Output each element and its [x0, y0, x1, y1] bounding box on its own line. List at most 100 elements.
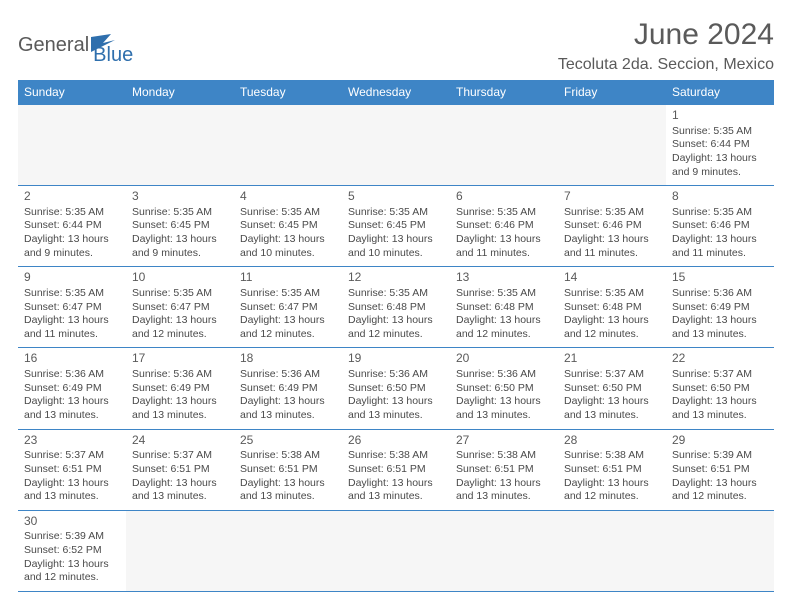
- day-number: 2: [24, 189, 120, 205]
- daylight-line: Daylight: 13 hours and 13 minutes.: [672, 395, 768, 422]
- sunset-line: Sunset: 6:51 PM: [672, 463, 768, 477]
- calendar-day-cell: 2Sunrise: 5:35 AMSunset: 6:44 PMDaylight…: [18, 186, 126, 267]
- sunset-line: Sunset: 6:49 PM: [240, 382, 336, 396]
- day-number: 8: [672, 189, 768, 205]
- calendar-day-cell: [558, 510, 666, 591]
- day-number: 3: [132, 189, 228, 205]
- calendar-day-cell: 1Sunrise: 5:35 AMSunset: 6:44 PMDaylight…: [666, 105, 774, 186]
- sunset-line: Sunset: 6:50 PM: [564, 382, 660, 396]
- sunset-line: Sunset: 6:51 PM: [564, 463, 660, 477]
- calendar-day-cell: 6Sunrise: 5:35 AMSunset: 6:46 PMDaylight…: [450, 186, 558, 267]
- sunset-line: Sunset: 6:48 PM: [456, 301, 552, 315]
- day-number: 28: [564, 433, 660, 449]
- sunset-line: Sunset: 6:44 PM: [672, 138, 768, 152]
- daylight-line: Daylight: 13 hours and 13 minutes.: [24, 477, 120, 504]
- sunset-line: Sunset: 6:47 PM: [240, 301, 336, 315]
- calendar-day-cell: 12Sunrise: 5:35 AMSunset: 6:48 PMDayligh…: [342, 267, 450, 348]
- day-header-row: SundayMondayTuesdayWednesdayThursdayFrid…: [18, 80, 774, 105]
- day-number: 21: [564, 351, 660, 367]
- day-number: 27: [456, 433, 552, 449]
- calendar-day-cell: 26Sunrise: 5:38 AMSunset: 6:51 PMDayligh…: [342, 429, 450, 510]
- calendar-day-cell: [126, 510, 234, 591]
- daylight-line: Daylight: 13 hours and 13 minutes.: [24, 395, 120, 422]
- calendar-day-cell: [342, 510, 450, 591]
- sunrise-line: Sunrise: 5:38 AM: [240, 449, 336, 463]
- calendar-day-cell: [558, 105, 666, 186]
- daylight-line: Daylight: 13 hours and 12 minutes.: [456, 314, 552, 341]
- calendar-week-row: 30Sunrise: 5:39 AMSunset: 6:52 PMDayligh…: [18, 510, 774, 591]
- day-number: 12: [348, 270, 444, 286]
- day-header: Saturday: [666, 80, 774, 105]
- daylight-line: Daylight: 13 hours and 9 minutes.: [672, 152, 768, 179]
- day-number: 4: [240, 189, 336, 205]
- sunrise-line: Sunrise: 5:35 AM: [24, 206, 120, 220]
- day-number: 7: [564, 189, 660, 205]
- day-number: 6: [456, 189, 552, 205]
- sunrise-line: Sunrise: 5:38 AM: [456, 449, 552, 463]
- brand-general: General: [18, 34, 89, 57]
- sunset-line: Sunset: 6:45 PM: [348, 219, 444, 233]
- daylight-line: Daylight: 13 hours and 13 minutes.: [240, 395, 336, 422]
- calendar-day-cell: 4Sunrise: 5:35 AMSunset: 6:45 PMDaylight…: [234, 186, 342, 267]
- sunset-line: Sunset: 6:44 PM: [24, 219, 120, 233]
- calendar-day-cell: 8Sunrise: 5:35 AMSunset: 6:46 PMDaylight…: [666, 186, 774, 267]
- day-header: Sunday: [18, 80, 126, 105]
- sunset-line: Sunset: 6:51 PM: [456, 463, 552, 477]
- daylight-line: Daylight: 13 hours and 12 minutes.: [240, 314, 336, 341]
- sunrise-line: Sunrise: 5:37 AM: [132, 449, 228, 463]
- day-number: 13: [456, 270, 552, 286]
- sunrise-line: Sunrise: 5:36 AM: [132, 368, 228, 382]
- sunrise-line: Sunrise: 5:39 AM: [672, 449, 768, 463]
- daylight-line: Daylight: 13 hours and 13 minutes.: [132, 395, 228, 422]
- day-number: 25: [240, 433, 336, 449]
- day-header: Tuesday: [234, 80, 342, 105]
- sunrise-line: Sunrise: 5:35 AM: [132, 287, 228, 301]
- calendar-day-cell: 10Sunrise: 5:35 AMSunset: 6:47 PMDayligh…: [126, 267, 234, 348]
- sunrise-line: Sunrise: 5:35 AM: [348, 287, 444, 301]
- calendar-day-cell: 15Sunrise: 5:36 AMSunset: 6:49 PMDayligh…: [666, 267, 774, 348]
- daylight-line: Daylight: 13 hours and 12 minutes.: [564, 477, 660, 504]
- daylight-line: Daylight: 13 hours and 12 minutes.: [132, 314, 228, 341]
- sunrise-line: Sunrise: 5:35 AM: [132, 206, 228, 220]
- day-number: 29: [672, 433, 768, 449]
- sunset-line: Sunset: 6:48 PM: [564, 301, 660, 315]
- day-number: 22: [672, 351, 768, 367]
- calendar-day-cell: 7Sunrise: 5:35 AMSunset: 6:46 PMDaylight…: [558, 186, 666, 267]
- header-right: June 2024 Tecoluta 2da. Seccion, Mexico: [558, 18, 774, 74]
- calendar-day-cell: 29Sunrise: 5:39 AMSunset: 6:51 PMDayligh…: [666, 429, 774, 510]
- sunrise-line: Sunrise: 5:39 AM: [24, 530, 120, 544]
- sunset-line: Sunset: 6:49 PM: [132, 382, 228, 396]
- calendar-day-cell: [126, 105, 234, 186]
- daylight-line: Daylight: 13 hours and 13 minutes.: [240, 477, 336, 504]
- daylight-line: Daylight: 13 hours and 13 minutes.: [672, 314, 768, 341]
- sunrise-line: Sunrise: 5:35 AM: [672, 125, 768, 139]
- day-number: 9: [24, 270, 120, 286]
- sunrise-line: Sunrise: 5:37 AM: [24, 449, 120, 463]
- sunset-line: Sunset: 6:49 PM: [672, 301, 768, 315]
- day-number: 10: [132, 270, 228, 286]
- sunset-line: Sunset: 6:46 PM: [564, 219, 660, 233]
- calendar-week-row: 1Sunrise: 5:35 AMSunset: 6:44 PMDaylight…: [18, 105, 774, 186]
- calendar-day-cell: 17Sunrise: 5:36 AMSunset: 6:49 PMDayligh…: [126, 348, 234, 429]
- calendar-week-row: 16Sunrise: 5:36 AMSunset: 6:49 PMDayligh…: [18, 348, 774, 429]
- sunset-line: Sunset: 6:45 PM: [132, 219, 228, 233]
- calendar-table: SundayMondayTuesdayWednesdayThursdayFrid…: [18, 80, 774, 592]
- daylight-line: Daylight: 13 hours and 12 minutes.: [672, 477, 768, 504]
- calendar-day-cell: 25Sunrise: 5:38 AMSunset: 6:51 PMDayligh…: [234, 429, 342, 510]
- sunset-line: Sunset: 6:52 PM: [24, 544, 120, 558]
- day-number: 26: [348, 433, 444, 449]
- calendar-location: Tecoluta 2da. Seccion, Mexico: [558, 56, 774, 74]
- day-number: 1: [672, 108, 768, 124]
- daylight-line: Daylight: 13 hours and 13 minutes.: [456, 477, 552, 504]
- calendar-day-cell: 14Sunrise: 5:35 AMSunset: 6:48 PMDayligh…: [558, 267, 666, 348]
- day-header: Friday: [558, 80, 666, 105]
- daylight-line: Daylight: 13 hours and 13 minutes.: [348, 477, 444, 504]
- sunrise-line: Sunrise: 5:35 AM: [240, 287, 336, 301]
- sunrise-line: Sunrise: 5:35 AM: [24, 287, 120, 301]
- sunrise-line: Sunrise: 5:37 AM: [564, 368, 660, 382]
- calendar-day-cell: [450, 510, 558, 591]
- calendar-day-cell: 27Sunrise: 5:38 AMSunset: 6:51 PMDayligh…: [450, 429, 558, 510]
- day-number: 16: [24, 351, 120, 367]
- day-number: 18: [240, 351, 336, 367]
- calendar-body: 1Sunrise: 5:35 AMSunset: 6:44 PMDaylight…: [18, 105, 774, 592]
